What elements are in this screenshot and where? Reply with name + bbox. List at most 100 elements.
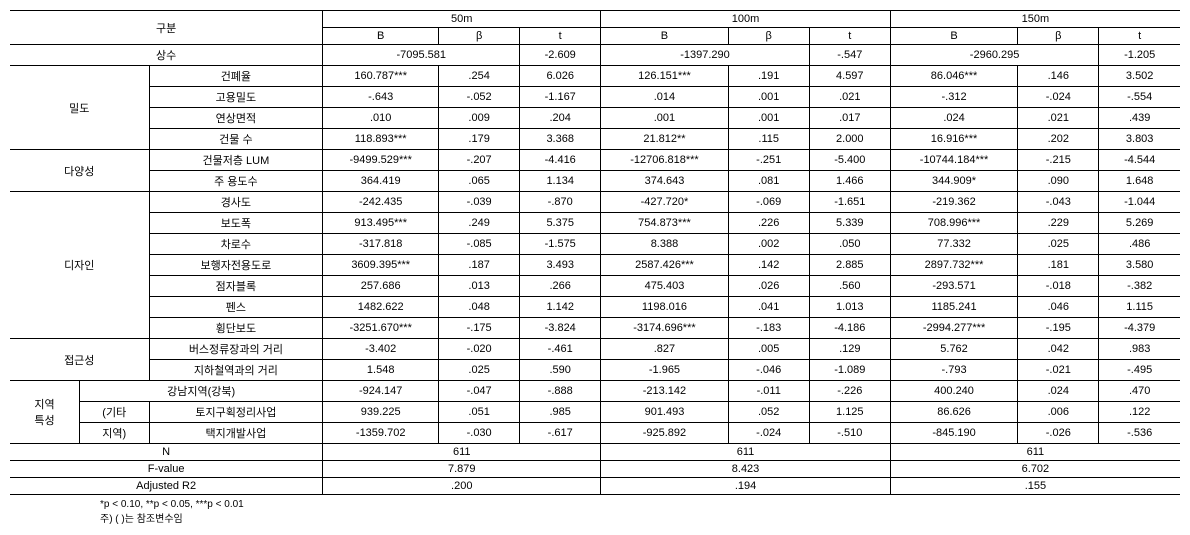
cell: 257.686 <box>323 276 439 297</box>
table-row: 차로수 -317.818-.085-1.575 8.388.002.050 77… <box>10 234 1180 255</box>
cell: -.510 <box>809 423 890 444</box>
cell: -.018 <box>1018 276 1099 297</box>
table-row: 펜스 1482.622.0481.142 1198.016.0411.013 1… <box>10 297 1180 318</box>
cell: -.793 <box>890 360 1017 381</box>
cell: -2994.277*** <box>890 318 1017 339</box>
cell: .046 <box>1018 297 1099 318</box>
cell: -427.720* <box>601 192 728 213</box>
cell: 86.046*** <box>890 66 1017 87</box>
cell: .024 <box>1018 381 1099 402</box>
row-label: 택지개발사업 <box>149 423 323 444</box>
cell: .010 <box>323 108 439 129</box>
row-label: 펜스 <box>149 297 323 318</box>
cell: -.046 <box>728 360 809 381</box>
subgroup-other1: (기타 <box>80 402 150 423</box>
cell: 5.762 <box>890 339 1017 360</box>
cell: 611 <box>323 444 601 461</box>
group-region-l2: 특성 <box>34 415 54 427</box>
cell: .181 <box>1018 255 1099 276</box>
table-row: 밀도 건폐율 160.787***.2546.026 126.151***.19… <box>10 66 1180 87</box>
cell: .204 <box>520 108 601 129</box>
cell: 1.115 <box>1099 297 1180 318</box>
cell: -.021 <box>1018 360 1099 381</box>
cell: -.183 <box>728 318 809 339</box>
table-row: 접근성 버스정류장과의 거리 -3.402-.020-.461 .827.005… <box>10 339 1180 360</box>
row-R2-label: Adjusted R2 <box>10 478 323 495</box>
cell: -4.186 <box>809 318 890 339</box>
cell: 160.787*** <box>323 66 439 87</box>
cell: 6.026 <box>520 66 601 87</box>
cell: -1.089 <box>809 360 890 381</box>
row-label: 보도폭 <box>149 213 323 234</box>
cell: .050 <box>809 234 890 255</box>
h150-B: B <box>890 28 1017 45</box>
cell: -1.205 <box>1099 45 1180 66</box>
cell: .048 <box>439 297 520 318</box>
cell: -1.044 <box>1099 192 1180 213</box>
header-100m: 100m <box>601 11 891 28</box>
cell: .115 <box>728 129 809 150</box>
cell: 374.643 <box>601 171 728 192</box>
row-label: 연상면적 <box>149 108 323 129</box>
table-row: 디자인 경사도 -242.435-.039-.870 -427.720*-.06… <box>10 192 1180 213</box>
cell: 3.803 <box>1099 129 1180 150</box>
cell: .081 <box>728 171 809 192</box>
cell: 5.269 <box>1099 213 1180 234</box>
cell: 1.125 <box>809 402 890 423</box>
table-row: 상수 -7095.581-2.609 -1397.290-.547 -2960.… <box>10 45 1180 66</box>
cell: .065 <box>439 171 520 192</box>
cell: -7095.581 <box>323 45 520 66</box>
cell: .229 <box>1018 213 1099 234</box>
cell: -12706.818*** <box>601 150 728 171</box>
cell: .025 <box>439 360 520 381</box>
cell: .191 <box>728 66 809 87</box>
h100-B: B <box>601 28 728 45</box>
cell: -.052 <box>439 87 520 108</box>
cell: -.215 <box>1018 150 1099 171</box>
cell: -4.544 <box>1099 150 1180 171</box>
cell: 913.495*** <box>323 213 439 234</box>
cell: 1.134 <box>520 171 601 192</box>
table-row: 연상면적 .010.009.204 .001.001.017 .024.021.… <box>10 108 1180 129</box>
cell: 754.873*** <box>601 213 728 234</box>
cell: .226 <box>728 213 809 234</box>
table-row: 건물 수 118.893***.1793.368 21.812**.1152.0… <box>10 129 1180 150</box>
h50-beta: β <box>439 28 520 45</box>
table-row: N 611 611 611 <box>10 444 1180 461</box>
cell: 7.879 <box>323 461 601 478</box>
cell: -317.818 <box>323 234 439 255</box>
cell: .052 <box>728 402 809 423</box>
table-row: 지역특성 강남지역(강북) -924.147-.047-.888 -213.14… <box>10 381 1180 402</box>
cell: .560 <box>809 276 890 297</box>
cell: -.536 <box>1099 423 1180 444</box>
cell: .439 <box>1099 108 1180 129</box>
cell: 344.909* <box>890 171 1017 192</box>
cell: -.643 <box>323 87 439 108</box>
cell: .486 <box>1099 234 1180 255</box>
cell: -4.416 <box>520 150 601 171</box>
cell: 1.648 <box>1099 171 1180 192</box>
cell: 475.403 <box>601 276 728 297</box>
table-row: 보행자전용도로 3609.395***.1873.493 2587.426***… <box>10 255 1180 276</box>
cell: 5.375 <box>520 213 601 234</box>
regression-table: 구분 50m 100m 150m Bβt Bβt Bβt 상수 -7095.58… <box>10 10 1180 495</box>
row-label: 토지구획정리사업 <box>149 402 323 423</box>
row-label: 고용밀도 <box>149 87 323 108</box>
cell: -1.167 <box>520 87 601 108</box>
cell: 16.916*** <box>890 129 1017 150</box>
row-F-label: F-value <box>10 461 323 478</box>
cell: .009 <box>439 108 520 129</box>
group-access: 접근성 <box>10 339 149 381</box>
cell: -.226 <box>809 381 890 402</box>
cell: -.043 <box>1018 192 1099 213</box>
cell: -1.965 <box>601 360 728 381</box>
h150-beta: β <box>1018 28 1099 45</box>
cell: 1482.622 <box>323 297 439 318</box>
cell: .200 <box>323 478 601 495</box>
row-label: 점자블록 <box>149 276 323 297</box>
row-label: 건물 수 <box>149 129 323 150</box>
row-label: 건폐율 <box>149 66 323 87</box>
cell: .202 <box>1018 129 1099 150</box>
h150-t: t <box>1099 28 1180 45</box>
table-row: 지역) 택지개발사업 -1359.702-.030-.617 -925.892-… <box>10 423 1180 444</box>
